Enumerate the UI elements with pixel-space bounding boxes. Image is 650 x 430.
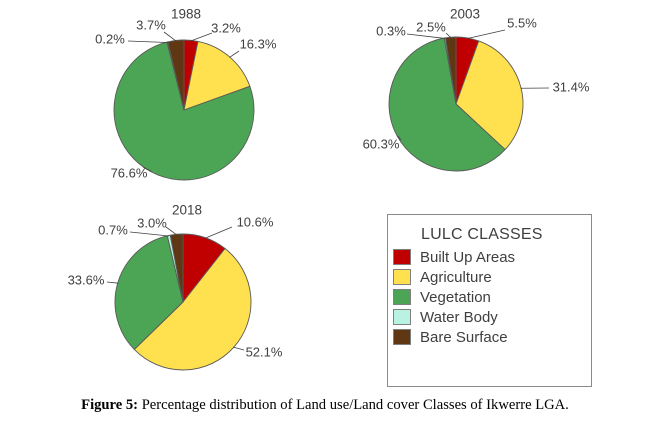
leader-line-water-body — [406, 33, 446, 39]
leader-line-built-up-areas — [190, 32, 213, 42]
pie-label-bare-surface: 2.5% — [416, 19, 446, 34]
pie-label-built-up-areas: 10.6% — [237, 214, 274, 229]
pie-label-vegetation: 60.3% — [363, 136, 400, 151]
leader-line-agriculture — [229, 50, 240, 58]
pie-label-vegetation: 76.6% — [111, 165, 148, 180]
pie-slice-vegetation — [113, 41, 255, 181]
legend-item-label: Agriculture — [420, 268, 492, 286]
vegetation-swatch — [393, 289, 411, 305]
leader-line-vegetation — [397, 135, 402, 141]
pie-label-agriculture: 31.4% — [553, 79, 590, 94]
leader-line-bare-surface — [445, 32, 452, 38]
leader-line-vegetation — [142, 166, 152, 172]
pie-label-water-body: 0.7% — [98, 222, 128, 237]
pie-chart-2018: 10.6% 52.1% 33.6% 0.7% 3.0% 2018 — [68, 203, 283, 371]
water-body-swatch — [393, 309, 411, 325]
pie-label-built-up-areas: 3.2% — [211, 20, 241, 35]
leader-line-water-body — [129, 231, 169, 237]
pie-title-1988: 1988 — [171, 7, 201, 22]
leader-line-built-up-areas — [467, 29, 506, 39]
legend-item-label: Built Up Areas — [420, 248, 516, 266]
pie-title-2003: 2003 — [450, 7, 480, 22]
pie-label-agriculture: 16.3% — [240, 36, 277, 51]
built-up-areas-swatch — [393, 249, 411, 265]
agriculture-swatch — [393, 269, 411, 285]
pie-label-bare-surface: 3.0% — [137, 215, 167, 230]
pie-label-water-body: 0.3% — [376, 23, 406, 38]
leader-line-water-body — [127, 40, 168, 43]
figure-caption-text: Percentage distribution of Land use/Land… — [138, 397, 569, 413]
pie-label-agriculture: 52.1% — [246, 344, 283, 359]
legend-item-vegetation: Vegetation — [393, 287, 591, 307]
pie-label-water-body: 0.2% — [95, 31, 125, 46]
legend-item-label: Bare Surface — [420, 328, 508, 346]
bare-surface-swatch — [393, 329, 411, 345]
legend-box: LULC CLASSES Built Up Areas Agriculture … — [387, 214, 592, 387]
pie-slice-vegetation — [388, 37, 506, 172]
figure-caption-label: Figure 5: — [81, 397, 139, 413]
pie-chart-1988: 3.2%16.3% 76.6% 0.2% 3.7% 1988 — [95, 7, 277, 181]
leader-line-vegetation — [106, 281, 119, 284]
legend-item-built-up-areas: Built Up Areas — [393, 247, 591, 267]
leader-line-bare-surface — [163, 31, 177, 42]
leader-line-bare-surface — [165, 226, 177, 236]
pie-title-2018: 2018 — [172, 203, 202, 218]
pie-label-vegetation: 33.6% — [68, 272, 105, 287]
legend-item-label: Vegetation — [420, 288, 491, 306]
legend-item-water-body: Water Body — [393, 307, 591, 327]
legend-item-agriculture: Agriculture — [393, 267, 591, 287]
legend-item-label: Water Body — [420, 308, 498, 326]
leader-line-built-up-areas — [204, 226, 233, 239]
pie-chart-2003: 5.5% 31.4% 60.3% 0.3% 2.5% 2003 — [363, 7, 590, 172]
legend-title: LULC CLASSES — [421, 226, 543, 243]
figure-caption: Figure 5: Percentage distribution of Lan… — [0, 397, 650, 414]
pie-label-bare-surface: 3.7% — [136, 17, 166, 32]
leader-line-agriculture — [233, 346, 245, 351]
pie-label-built-up-areas: 5.5% — [507, 15, 537, 30]
legend-item-bare-surface: Bare Surface — [393, 327, 591, 347]
